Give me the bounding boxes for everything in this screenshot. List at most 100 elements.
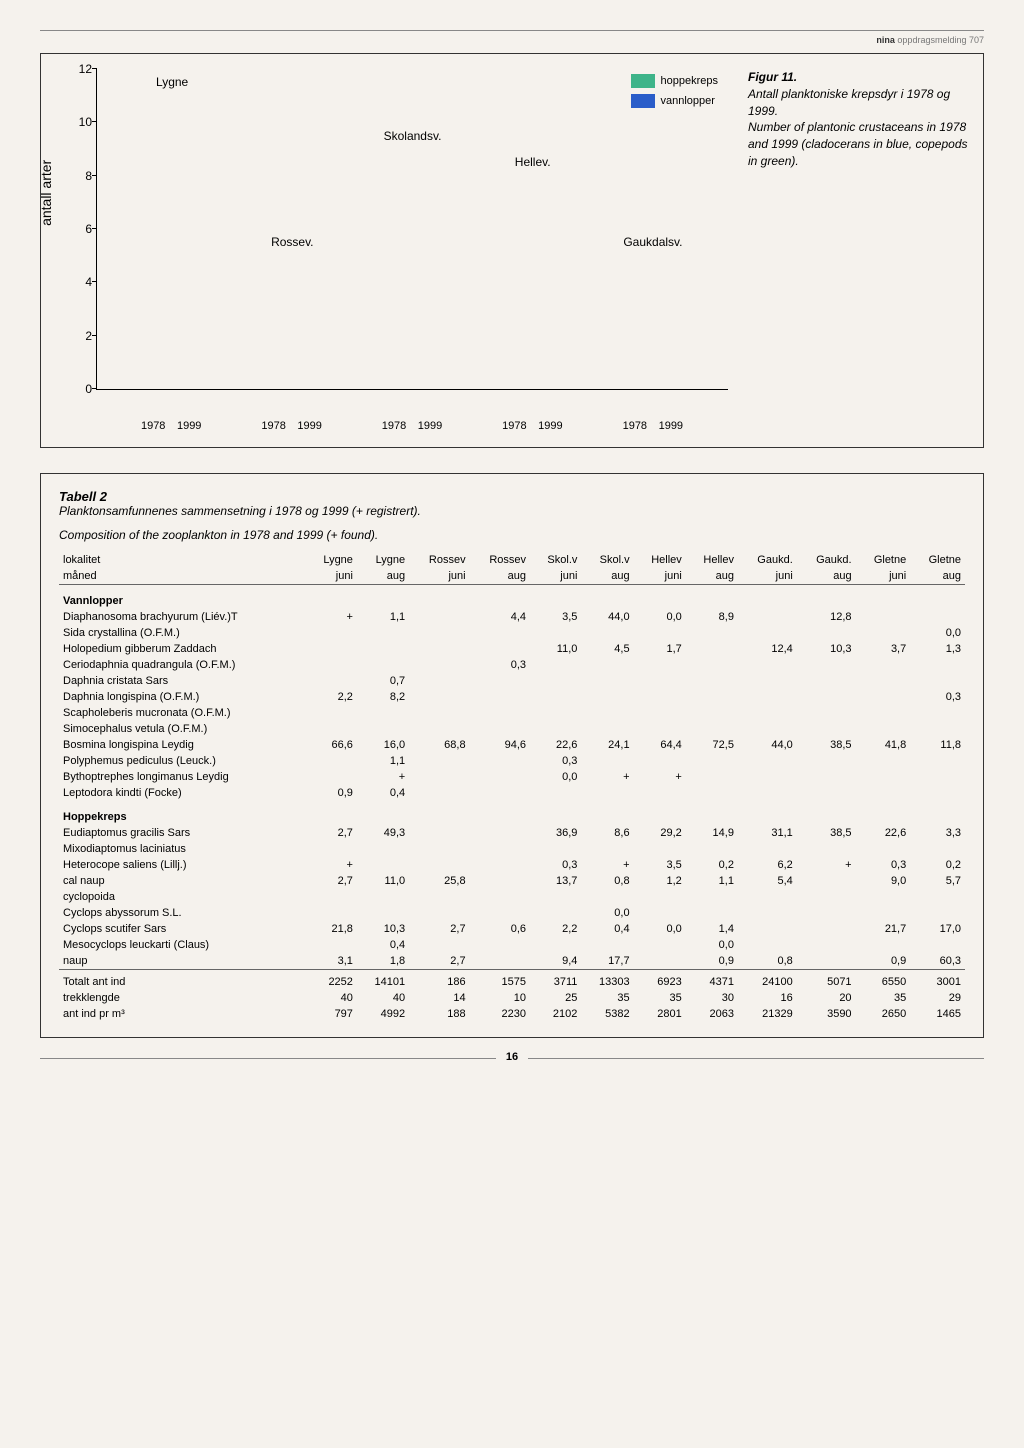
cell [306,625,357,641]
total-label: Totalt ant ind [59,970,306,991]
cell [470,937,530,953]
cell: 29,2 [634,825,686,841]
total-row: ant ind pr m³797499218822302102538228012… [59,1006,965,1022]
table-row: Polyphemus pediculus (Leuck.)1,10,3 [59,753,965,769]
x-tick-label: 1978 [259,420,289,432]
cell [856,889,911,905]
x-tick-label: 1978 [499,420,529,432]
total-cell: 4371 [686,970,738,991]
chart-group: Rossev. [232,69,352,389]
cell [470,825,530,841]
cell: 2,2 [530,921,581,937]
cell [634,721,686,737]
cell: 1,3 [910,641,965,657]
cell [738,769,797,785]
total-cell: 24100 [738,970,797,991]
cell [306,905,357,921]
cell: 36,9 [530,825,581,841]
cell: 0,0 [686,937,738,953]
cell [856,673,911,689]
column-header: Rossev [470,552,530,568]
row-label: Sida crystallina (O.F.M.) [59,625,306,641]
total-cell: 13303 [581,970,633,991]
table-row: naup3,11,82,79,417,70,90,80,960,3 [59,953,965,970]
total-cell: 30 [686,990,738,1006]
cell [409,625,469,641]
cell [409,753,469,769]
cell [634,753,686,769]
cell [470,625,530,641]
table-row: Ceriodaphnia quadrangula (O.F.M.)0,3 [59,657,965,673]
cell: + [306,857,357,873]
cell: 49,3 [357,825,409,841]
cell: 3,3 [910,825,965,841]
cell [797,905,856,921]
column-subheader: aug [581,568,633,585]
cell [530,705,581,721]
cell: 0,0 [910,625,965,641]
cell [581,625,633,641]
cell [856,689,911,705]
cell: 4,4 [470,609,530,625]
cell [530,625,581,641]
y-tick-label: 6 [85,222,92,236]
row-label: Scapholeberis mucronata (O.F.M.) [59,705,306,721]
cell: + [357,769,409,785]
cell: 1,1 [357,753,409,769]
cell: 3,5 [634,857,686,873]
table-head: lokalitetLygneLygneRossevRossevSkol.vSko… [59,552,965,585]
cell [686,673,738,689]
cell [797,673,856,689]
cell: 0,0 [634,921,686,937]
cell [470,785,530,801]
group-label: Rossev. [271,235,313,249]
cell: + [306,609,357,625]
cell [634,705,686,721]
table-row: Diaphanosoma brachyurum (Liév.)T+1,14,43… [59,609,965,625]
cell [581,785,633,801]
cell: 60,3 [910,953,965,970]
cell: 0,0 [634,609,686,625]
row-label: Bosmina longispina Leydig [59,737,306,753]
total-cell: 4992 [357,1006,409,1022]
data-table: lokalitetLygneLygneRossevRossevSkol.vSko… [59,552,965,1022]
table-row: Cyclops scutifer Sars21,810,32,70,62,20,… [59,921,965,937]
cell: 12,4 [738,641,797,657]
cell: 0,3 [530,753,581,769]
cell [634,657,686,673]
cell: + [581,857,633,873]
column-header: Lygne [306,552,357,568]
cell [409,889,469,905]
total-cell: 2230 [470,1006,530,1022]
cell [306,889,357,905]
chart-group: Skolandsv. [352,69,472,389]
cell [581,657,633,673]
row-label: Mesocyclops leuckarti (Claus) [59,937,306,953]
cell [797,769,856,785]
cell: 22,6 [530,737,581,753]
cell: 0,0 [581,905,633,921]
row-label: Mixodiaptomus laciniatus [59,841,306,857]
total-cell: 21329 [738,1006,797,1022]
total-cell: 3711 [530,970,581,991]
cell: 8,9 [686,609,738,625]
cell: 13,7 [530,873,581,889]
column-header: lokalitet [59,552,306,568]
cell: 12,8 [797,609,856,625]
total-cell: 6923 [634,970,686,991]
x-tick-label: 1978 [138,420,168,432]
cell [738,609,797,625]
cell: 66,6 [306,737,357,753]
cell [856,721,911,737]
group-label: Hellev. [515,155,551,169]
section-row: Vannlopper [59,585,965,610]
chart-groups: LygneRossev.Skolandsv.Hellev.Gaukdalsv. [97,69,728,389]
section-label: Vannlopper [59,585,965,610]
column-header: Gletne [910,552,965,568]
chart: 024681012 LygneRossev.Skolandsv.Hellev.G… [96,69,728,390]
cell [738,705,797,721]
cell: 5,4 [738,873,797,889]
cell [910,657,965,673]
cell [634,937,686,953]
cell: 17,0 [910,921,965,937]
